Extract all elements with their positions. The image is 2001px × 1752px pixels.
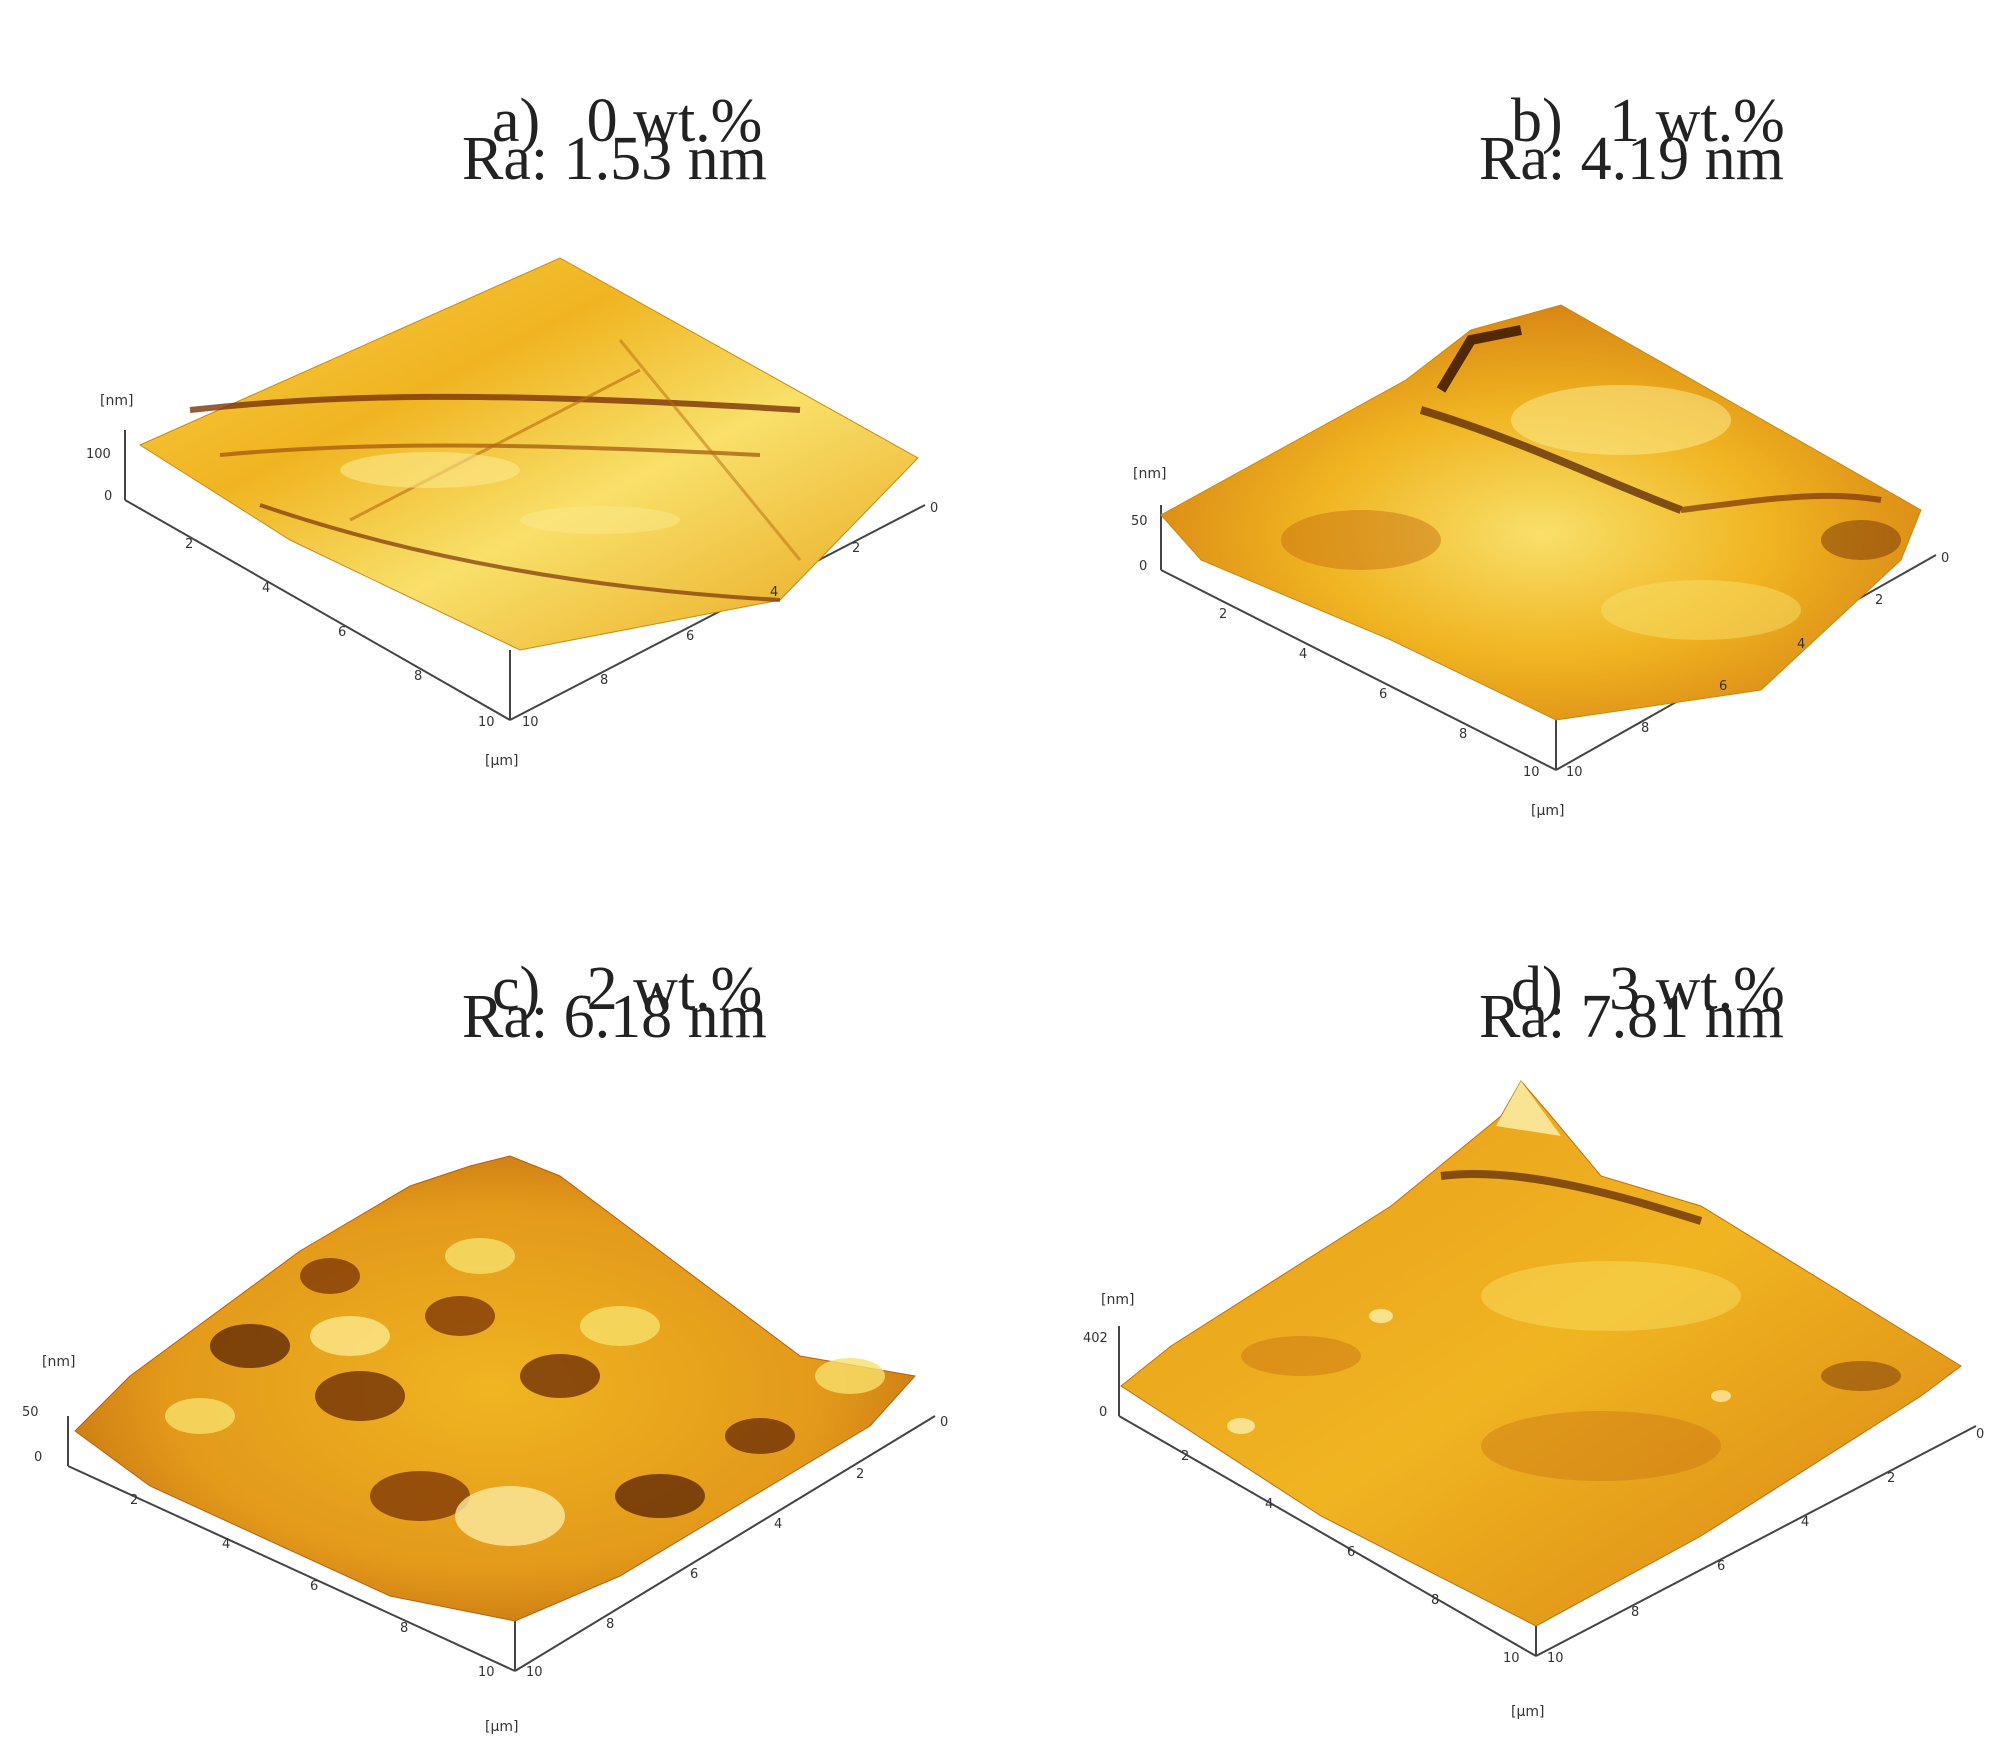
z-unit-b: [nm] — [1133, 466, 1166, 482]
x-tick-d-4: 8 — [1431, 1593, 1439, 1608]
x-tick-b-1: 2 — [1219, 607, 1227, 622]
x-tick-d-5: 10 — [1503, 1651, 1520, 1666]
panel-title-c: c) 2 wt.% — [430, 896, 762, 1082]
panel-title-a: a) 0 wt.% — [430, 28, 762, 214]
afm-panel-d: d) 3 wt.% Ra: 7.81 nm [nm] 402 0 2 — [1001, 876, 2001, 1752]
afm-panel-a: a) 0 wt.% Ra: 1.53 nm [nm] 10 — [0, 0, 1000, 876]
z-max-b: 50 — [1131, 514, 1148, 529]
roughness-c: Ra: 6.18 nm — [462, 983, 767, 1051]
y-tick-a-10: 10 — [522, 715, 539, 730]
roughness-b: Ra: 4.19 nm — [1479, 125, 1784, 193]
x-tick-c-2: 4 — [222, 1537, 230, 1552]
xy-unit-d: [µm] — [1511, 1704, 1544, 1720]
y-tick-b-6: 6 — [1719, 679, 1727, 694]
x-tick-a-1: 2 — [185, 537, 193, 552]
y-tick-c-0: 0 — [940, 1415, 948, 1430]
y-tick-d-8: 8 — [1631, 1605, 1639, 1620]
y-tick-b-8: 8 — [1641, 721, 1649, 736]
x-tick-b-3: 6 — [1379, 687, 1387, 702]
z-unit-d: [nm] — [1101, 1292, 1134, 1308]
y-tick-a-6: 6 — [686, 629, 694, 644]
afm-surface-plot-a: [nm] 100 0 2 4 6 8 10 10 8 6 4 2 0 [µm] — [86, 257, 938, 769]
surface-b — [1160, 304, 1922, 721]
x-tick-a-5: 10 — [478, 715, 495, 730]
y-tick-b-10: 10 — [1566, 765, 1583, 780]
x-tick-b-2: 4 — [1299, 647, 1307, 662]
y-tick-c-8: 8 — [606, 1617, 614, 1632]
z-min-a: 0 — [104, 489, 112, 504]
surface-c — [74, 1155, 916, 1622]
x-tick-a-3: 6 — [338, 625, 346, 640]
x-tick-c-1: 2 — [130, 1493, 138, 1508]
x-tick-c-4: 8 — [400, 1621, 408, 1636]
x-tick-a-2: 4 — [262, 581, 270, 596]
y-tick-a-4: 4 — [770, 585, 778, 600]
z-min-c: 0 — [34, 1450, 42, 1465]
xy-unit-b: [µm] — [1531, 803, 1564, 819]
y-tick-a-8: 8 — [600, 673, 608, 688]
z-min-d: 0 — [1099, 1405, 1107, 1420]
surface-a — [138, 257, 919, 651]
afm-surface-plot-d: [nm] 402 0 2 4 6 8 10 10 8 6 4 2 0 [µm] — [1083, 1080, 1984, 1720]
roughness-d: Ra: 7.81 nm — [1479, 983, 1784, 1051]
y-tick-b-4: 4 — [1797, 637, 1805, 652]
panel-title-d: d) 3 wt.% — [1449, 896, 1785, 1082]
y-tick-c-6: 6 — [690, 1567, 698, 1582]
z-unit-a: [nm] — [100, 393, 133, 409]
panel-label-a: a) — [492, 87, 541, 155]
panel-label-d: d) — [1511, 955, 1563, 1023]
x-tick-d-1: 2 — [1181, 1449, 1189, 1464]
x-tick-d-2: 4 — [1265, 1497, 1273, 1512]
afm-surface-plot-c: [nm] 50 0 2 4 6 8 10 10 8 6 4 2 0 [µm] — [22, 1155, 948, 1735]
panel-title-b: b) 1 wt.% — [1449, 28, 1785, 214]
y-tick-d-2: 2 — [1887, 1471, 1895, 1486]
y-tick-c-4: 4 — [774, 1517, 782, 1532]
panel-wt-b: 1 wt.% — [1609, 87, 1785, 155]
panel-label-b: b) — [1511, 87, 1563, 155]
z-unit-c: [nm] — [42, 1354, 75, 1370]
panel-label-c: c) — [492, 955, 541, 1023]
y-tick-d-6: 6 — [1717, 1559, 1725, 1574]
afm-panel-c: c) 2 wt.% Ra: 6.18 nm — [0, 876, 1000, 1752]
z-max-c: 50 — [22, 1405, 39, 1420]
xy-unit-a: [µm] — [485, 753, 518, 769]
y-tick-a-2: 2 — [852, 541, 860, 556]
y-tick-b-2: 2 — [1875, 593, 1883, 608]
z-max-d: 402 — [1083, 1331, 1108, 1346]
z-max-a: 100 — [86, 447, 111, 462]
x-tick-c-3: 6 — [310, 1579, 318, 1594]
y-tick-d-10: 10 — [1547, 1651, 1564, 1666]
x-tick-b-5: 10 — [1523, 765, 1540, 780]
panel-wt-a: 0 wt.% — [586, 87, 763, 155]
surface-d — [1120, 1080, 1962, 1627]
x-tick-a-4: 8 — [414, 669, 422, 684]
y-tick-c-10: 10 — [526, 1665, 543, 1680]
afm-panel-b: b) 1 wt.% Ra: 4.19 nm [nm] 50 0 2 4 6 — [1001, 0, 2001, 876]
y-tick-a-0: 0 — [930, 501, 938, 516]
xy-unit-c: [µm] — [485, 1719, 518, 1735]
roughness-a: Ra: 1.53 nm — [462, 125, 767, 193]
y-tick-c-2: 2 — [856, 1467, 864, 1482]
y-tick-d-0: 0 — [1976, 1427, 1984, 1442]
y-tick-b-0: 0 — [1941, 551, 1949, 566]
z-min-b: 0 — [1139, 559, 1147, 574]
y-tick-d-4: 4 — [1801, 1515, 1809, 1530]
x-tick-c-5: 10 — [478, 1665, 495, 1680]
axes-c — [67, 1415, 936, 1672]
x-tick-d-3: 6 — [1347, 1545, 1355, 1560]
afm-surface-plot-b: [nm] 50 0 2 4 6 8 10 10 8 6 4 2 0 [µm] — [1131, 304, 1949, 819]
panel-wt-c: 2 wt.% — [586, 955, 763, 1023]
panel-wt-d: 3 wt.% — [1609, 955, 1785, 1023]
x-tick-b-4: 8 — [1459, 727, 1467, 742]
